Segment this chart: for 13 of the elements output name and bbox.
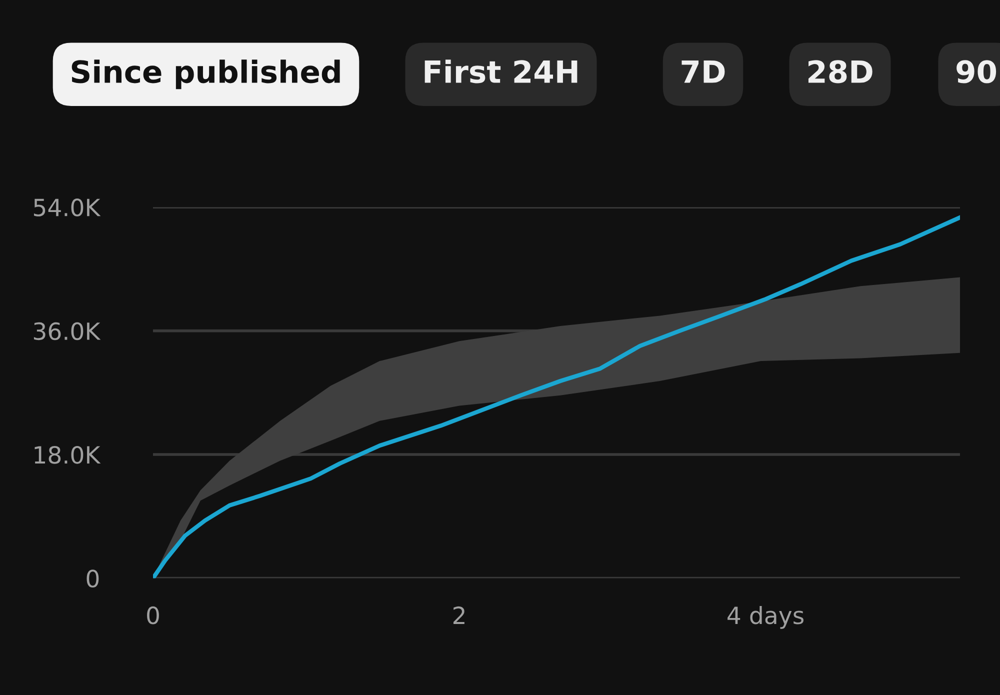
y-tick-label: 18.0K [34,446,101,464]
text: 7D [682,60,725,83]
x-tick-label: 4 days [728,606,804,629]
y-tick-label: 0 [86,570,99,588]
x-tick-label: 0 [147,606,159,624]
line-series [153,215,960,578]
x-tick-label: 2 [453,606,464,624]
text: First 24H [424,60,578,84]
y-tick-label: 36.0K [34,322,101,340]
y-tick-label: 54.0K [34,198,101,216]
text: 28D [808,60,872,84]
text: 90 [956,60,996,84]
text: Since published [72,60,340,90]
